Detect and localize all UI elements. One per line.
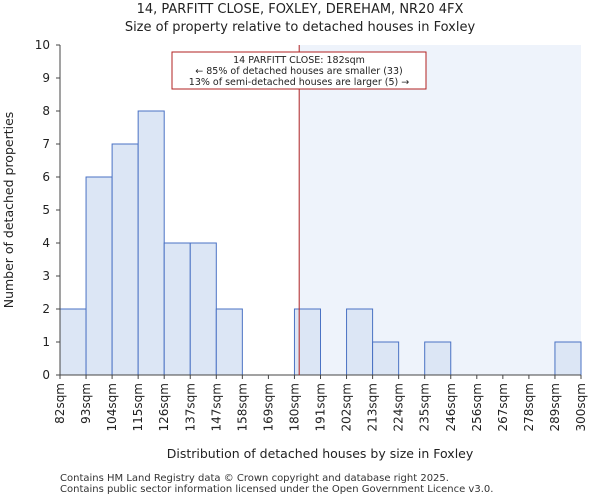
- y-tick-label: 8: [42, 104, 50, 118]
- y-tick-label: 1: [42, 335, 50, 349]
- chart-subtitle: Size of property relative to detached ho…: [125, 20, 476, 35]
- histogram-bar: [111, 143, 139, 376]
- x-tick-label: 104sqm: [105, 383, 119, 431]
- y-axis-label: Number of detached properties: [1, 112, 16, 309]
- histogram-bar: [137, 110, 165, 376]
- histogram-bar: [346, 308, 374, 376]
- highlight-region: [299, 45, 581, 375]
- x-tick-label: 191sqm: [314, 383, 328, 431]
- histogram-bar: [293, 308, 322, 376]
- histogram-bar: [372, 341, 400, 376]
- y-tick-label: 9: [42, 71, 50, 85]
- x-tick-label: 169sqm: [261, 383, 275, 431]
- annotation-line: 14 PARFITT CLOSE: 182sqm: [233, 55, 365, 66]
- footer-line-1: Contains HM Land Registry data © Crown c…: [60, 473, 449, 484]
- x-tick-label: 158sqm: [235, 383, 249, 431]
- y-tick-label: 10: [35, 38, 50, 52]
- histogram-bar: [59, 308, 87, 376]
- x-tick-label: 300sqm: [574, 383, 588, 431]
- x-tick-label: 256sqm: [470, 383, 484, 431]
- x-tick-label: 267sqm: [496, 383, 510, 431]
- x-tick-label: 278sqm: [522, 383, 536, 431]
- x-tick-label: 82sqm: [53, 383, 67, 424]
- y-tick-label: 6: [42, 170, 50, 184]
- histogram-bar: [424, 341, 452, 376]
- histogram-bar: [554, 341, 582, 376]
- y-tick-label: 4: [42, 236, 50, 250]
- y-tick-label: 3: [42, 269, 50, 283]
- histogram-bar: [215, 308, 243, 376]
- chart-title: 14, PARFITT CLOSE, FOXLEY, DEREHAM, NR20…: [137, 2, 464, 17]
- plot-area: 0 1 2 3 4 5 6 7 8 9 10 82sqm 93sqm 104sqm 115sqm 126sqm…: [35, 38, 588, 431]
- x-axis-label: Distribution of detached houses by size …: [167, 446, 474, 461]
- annotation-line: ← 85% of detached houses are smaller (33…: [195, 66, 402, 77]
- x-tick-label: 202sqm: [340, 383, 354, 431]
- x-tick-label: 224sqm: [392, 383, 406, 431]
- histogram-bar: [189, 242, 217, 376]
- x-tick-label: 115sqm: [131, 383, 145, 431]
- annotation-line: 13% of semi-detached houses are larger (…: [189, 77, 409, 88]
- x-tick-label: 180sqm: [287, 383, 301, 431]
- y-tick-label: 2: [42, 302, 50, 316]
- y-tick-label: 5: [42, 203, 50, 217]
- y-tick-label: 0: [42, 368, 50, 382]
- x-tick-label: 147sqm: [209, 383, 223, 431]
- x-tick-label: 137sqm: [183, 383, 197, 431]
- annotation-box: [171, 51, 427, 90]
- x-tick-label: 235sqm: [418, 383, 432, 431]
- y-tick-label: 7: [42, 137, 50, 151]
- x-tick-label: 213sqm: [366, 383, 380, 431]
- x-tick-label: 93sqm: [79, 383, 93, 424]
- x-tick-label: 289sqm: [548, 383, 562, 431]
- x-tick-label: 246sqm: [444, 383, 458, 431]
- footer-line-2: Contains public sector information licen…: [60, 484, 494, 495]
- histogram-bar: [163, 242, 191, 376]
- histogram-bar: [85, 176, 113, 376]
- x-tick-label: 126sqm: [157, 383, 171, 431]
